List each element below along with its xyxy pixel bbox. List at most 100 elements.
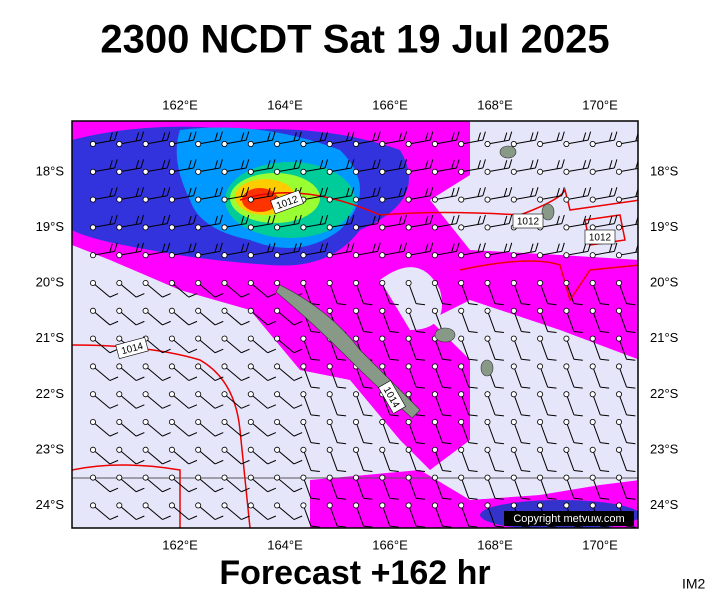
barb-station xyxy=(90,419,96,425)
barb-station xyxy=(458,502,465,509)
barb-station xyxy=(405,419,412,425)
barb-flag xyxy=(600,303,610,306)
barb-flag xyxy=(573,497,583,500)
barb-flag xyxy=(293,487,303,493)
barb-station xyxy=(168,307,175,314)
wind-barb xyxy=(458,474,478,500)
barb-shaft xyxy=(302,505,312,527)
barb-station xyxy=(563,141,570,147)
barb-shaft xyxy=(277,250,299,256)
barb-flag xyxy=(109,432,119,437)
barb-flag xyxy=(114,159,118,169)
image-code: IM2 xyxy=(682,576,706,592)
wind-barb xyxy=(484,474,504,500)
wind-barb xyxy=(563,159,592,175)
wind-barb xyxy=(168,502,198,521)
barb-flag xyxy=(109,320,119,326)
barb-flag xyxy=(608,215,613,225)
barb-flag xyxy=(477,132,481,142)
barb-flag xyxy=(114,187,118,196)
barb-flag xyxy=(372,187,376,197)
barb-station xyxy=(168,391,175,398)
barb-shaft xyxy=(198,167,220,173)
barb-station xyxy=(537,446,544,453)
barb-station xyxy=(247,252,254,259)
wind-barb xyxy=(641,132,671,147)
isobar-label-box xyxy=(584,229,616,245)
wind-barb xyxy=(195,214,223,231)
barb-flag xyxy=(561,242,565,252)
barb-station xyxy=(116,196,123,203)
barb-station xyxy=(274,280,281,286)
barb-station xyxy=(274,502,281,509)
barb-shaft xyxy=(329,282,338,304)
barb-shaft xyxy=(224,505,242,520)
wind-barb xyxy=(563,446,583,472)
barb-station xyxy=(300,502,307,509)
barb-station xyxy=(326,168,333,175)
lon-label: 166°E xyxy=(372,537,408,552)
barb-shaft xyxy=(460,282,470,304)
barb-shaft xyxy=(171,282,190,298)
barb-station xyxy=(484,335,491,342)
wind-barb xyxy=(458,307,478,333)
barb-shaft xyxy=(592,421,601,443)
barb-shaft xyxy=(303,195,326,201)
barb-station xyxy=(142,280,149,286)
barb-flag xyxy=(166,187,171,196)
barb-flag xyxy=(613,131,618,141)
barb-shaft xyxy=(461,167,483,173)
barb-flag xyxy=(345,132,350,142)
barb-station xyxy=(484,502,491,509)
barb-shaft xyxy=(355,139,378,145)
wind-barb xyxy=(589,446,610,472)
barb-station xyxy=(142,446,149,453)
barb-station xyxy=(642,391,649,398)
barb-flag xyxy=(573,330,583,333)
barb-shaft xyxy=(618,282,627,304)
barb-shaft xyxy=(382,139,405,145)
barb-station xyxy=(616,252,622,259)
wind-barb xyxy=(326,187,355,203)
barb-shaft xyxy=(460,394,470,416)
lat-label: 24°S xyxy=(650,497,679,512)
barb-flag xyxy=(161,215,166,225)
barb-flag xyxy=(613,159,618,169)
barb-flag xyxy=(193,242,197,252)
barb-station xyxy=(300,141,307,147)
barb-flag xyxy=(398,215,403,225)
wind-barb xyxy=(247,242,276,259)
barb-shaft xyxy=(119,139,142,145)
barb-station xyxy=(537,419,544,425)
barb-flag xyxy=(613,187,618,196)
barb-shaft xyxy=(197,338,216,354)
barb-station xyxy=(247,335,254,342)
barb-flag xyxy=(547,442,557,445)
barb-shaft xyxy=(355,394,364,416)
wind-barb xyxy=(221,159,250,175)
barb-shaft xyxy=(539,449,549,471)
barb-shaft xyxy=(592,310,601,332)
wind-barb xyxy=(168,242,197,259)
barb-station xyxy=(589,502,596,509)
barb-flag xyxy=(161,243,166,253)
barb-station xyxy=(90,141,96,147)
wind-barb xyxy=(142,280,171,298)
barb-flag xyxy=(109,293,119,298)
barb-shaft xyxy=(329,338,338,360)
barb-station xyxy=(247,446,254,453)
barb-station xyxy=(484,280,491,286)
barb-station xyxy=(116,335,123,342)
barb-flag xyxy=(547,303,557,306)
wind-barb xyxy=(405,335,426,361)
lon-label: 168°E xyxy=(477,97,513,112)
barb-flag xyxy=(398,132,403,142)
wind-barb xyxy=(300,446,320,472)
barb-flag xyxy=(219,187,223,196)
barb-shaft xyxy=(381,282,391,304)
wind-barb xyxy=(563,280,583,306)
barb-flag xyxy=(429,131,434,141)
barb-shaft xyxy=(618,477,627,499)
barb-flag xyxy=(337,358,347,361)
